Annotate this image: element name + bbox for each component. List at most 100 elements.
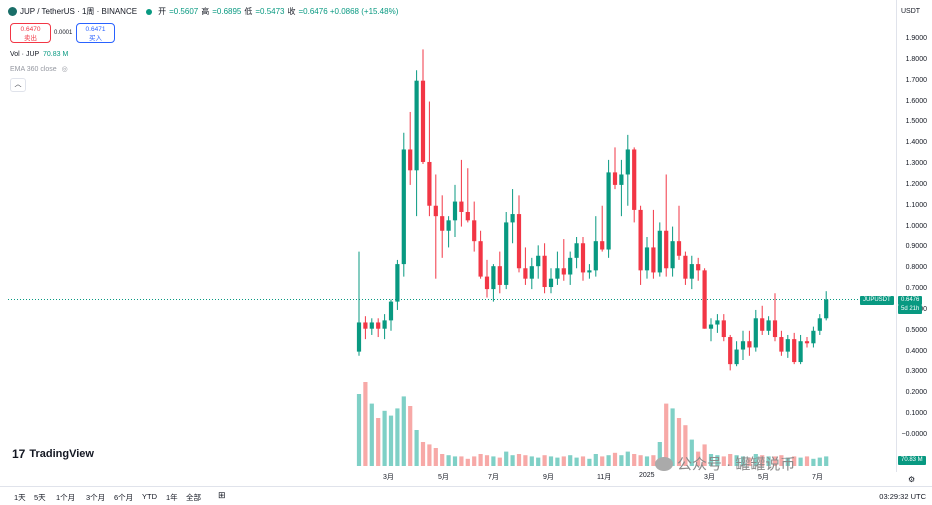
candle — [440, 195, 445, 258]
tradingview-logo[interactable]: 17 TradingView — [12, 447, 94, 461]
time-tick-label: 5月 — [758, 474, 769, 481]
range-button[interactable]: 1个月 — [56, 493, 76, 502]
candlestick-chart[interactable] — [0, 0, 896, 472]
buy-button[interactable]: 0.6471 买入 — [76, 23, 115, 43]
candle — [811, 326, 816, 348]
low-label: 低 — [244, 7, 253, 16]
volume-bar — [529, 456, 534, 466]
candle — [478, 230, 483, 279]
symbol-title[interactable]: JUP / TetherUS · 1周 · BINANCE — [20, 7, 138, 16]
price-tick-label: 1.6000 — [905, 97, 927, 105]
high-value: =0.6895 — [212, 7, 242, 16]
volume-bar — [561, 456, 566, 466]
candle — [606, 159, 611, 258]
price-tick-label: 1.4000 — [905, 139, 927, 147]
volume-bar — [580, 456, 586, 466]
settings-gear-icon[interactable]: ⚙ — [908, 475, 916, 484]
volume-bar — [536, 457, 541, 466]
volume-bar — [683, 425, 688, 466]
sell-button[interactable]: 0.6470 卖出 — [10, 23, 51, 43]
price-tick-label: 1.7000 — [905, 76, 927, 84]
volume-indicator-label: Vol · JUP — [10, 51, 40, 58]
candle — [523, 247, 528, 285]
volume-bar — [523, 455, 528, 466]
candle — [388, 299, 394, 331]
chevron-up-icon: ︿ — [14, 81, 22, 88]
volume-bar — [792, 456, 797, 466]
open-label: 开 — [158, 7, 167, 16]
volume-bar — [811, 458, 816, 466]
ema-indicator[interactable]: EMA 360 close ◎ — [10, 65, 68, 73]
candle — [542, 243, 547, 294]
time-tick-label: 3月 — [704, 474, 715, 481]
symbol-header: JUP / TetherUS · 1周 · BINANCE 开 =0.5607 高… — [8, 6, 398, 17]
candle — [779, 330, 784, 356]
volume-bar — [433, 448, 438, 466]
range-button[interactable]: 5天 — [34, 493, 46, 502]
volume-bar — [363, 382, 368, 466]
candle — [651, 209, 656, 279]
ema-indicator-label: EMA 360 close — [10, 66, 57, 73]
candle — [798, 334, 803, 365]
range-button[interactable]: 1年 — [166, 493, 178, 502]
range-button[interactable]: 全部 — [186, 493, 201, 502]
range-button[interactable]: YTD — [142, 492, 157, 501]
volume-bar — [491, 456, 496, 466]
low-value: =0.5473 — [255, 7, 285, 16]
volume-bar — [568, 455, 573, 466]
candle — [369, 318, 374, 335]
candle — [504, 211, 509, 290]
candle — [382, 314, 387, 340]
date-range-icon[interactable]: ⊞ — [218, 490, 226, 500]
volume-bar — [484, 455, 490, 466]
candle — [587, 264, 592, 279]
volume-bar — [753, 454, 758, 466]
volume-bar — [606, 455, 611, 466]
price-tick-label: 0.2000 — [905, 389, 927, 397]
price-tick-label: 0.7000 — [905, 285, 927, 293]
candle — [497, 251, 502, 294]
candle — [728, 334, 733, 371]
volume-bar — [728, 454, 733, 466]
candle — [772, 293, 778, 342]
close-label: 收 — [287, 7, 296, 16]
time-tick-label: 5月 — [438, 474, 449, 481]
candle — [510, 189, 515, 244]
candle — [568, 251, 573, 285]
volume-bar — [689, 439, 694, 466]
volume-indicator[interactable]: Vol · JUP 70.83 M — [10, 51, 68, 58]
time-tick-label: 11月 — [597, 474, 612, 481]
volume-bar — [452, 456, 458, 466]
tradingview-logo-icon: 17 — [12, 447, 26, 461]
volume-bar — [388, 415, 394, 466]
last-price-symbol-tag: JUPUSDT — [860, 295, 894, 305]
range-button[interactable]: 3个月 — [86, 493, 106, 502]
volume-bar — [414, 430, 419, 466]
buy-price: 0.6471 — [85, 26, 106, 33]
range-button[interactable]: 1天 — [14, 493, 26, 502]
candle — [427, 101, 432, 217]
collapse-legend-button[interactable]: ︿ — [10, 78, 26, 92]
candle — [414, 70, 419, 217]
candle — [721, 314, 726, 342]
time-tick-label: 7月 — [812, 474, 823, 481]
candle — [491, 264, 496, 302]
price-axis[interactable]: USDT 1.9000 1.8000 1.7000 1.6000 1.5000 1.400… — [896, 0, 932, 472]
price-tick-label: −0.0000 — [901, 431, 928, 438]
candle — [529, 257, 534, 290]
utc-clock[interactable]: 03:29:32 UTC — [879, 492, 926, 501]
price-tick-label: 1.8000 — [905, 55, 927, 63]
eye-hidden-icon[interactable]: ◎ — [61, 66, 68, 73]
candle — [408, 111, 413, 185]
tradingview-logo-text: TradingView — [29, 448, 94, 460]
volume-bar — [644, 456, 650, 466]
price-tick-label: 1.0000 — [905, 222, 927, 230]
time-tick-label: 7月 — [488, 474, 499, 481]
range-button[interactable]: 6个月 — [114, 493, 134, 502]
currency-selector[interactable]: USDT — [901, 8, 921, 15]
candle — [395, 259, 400, 310]
price-tick-label: 1.2000 — [905, 180, 927, 188]
volume-bar — [420, 442, 426, 466]
sell-price: 0.6470 — [20, 26, 41, 33]
volume-bar — [587, 458, 592, 466]
